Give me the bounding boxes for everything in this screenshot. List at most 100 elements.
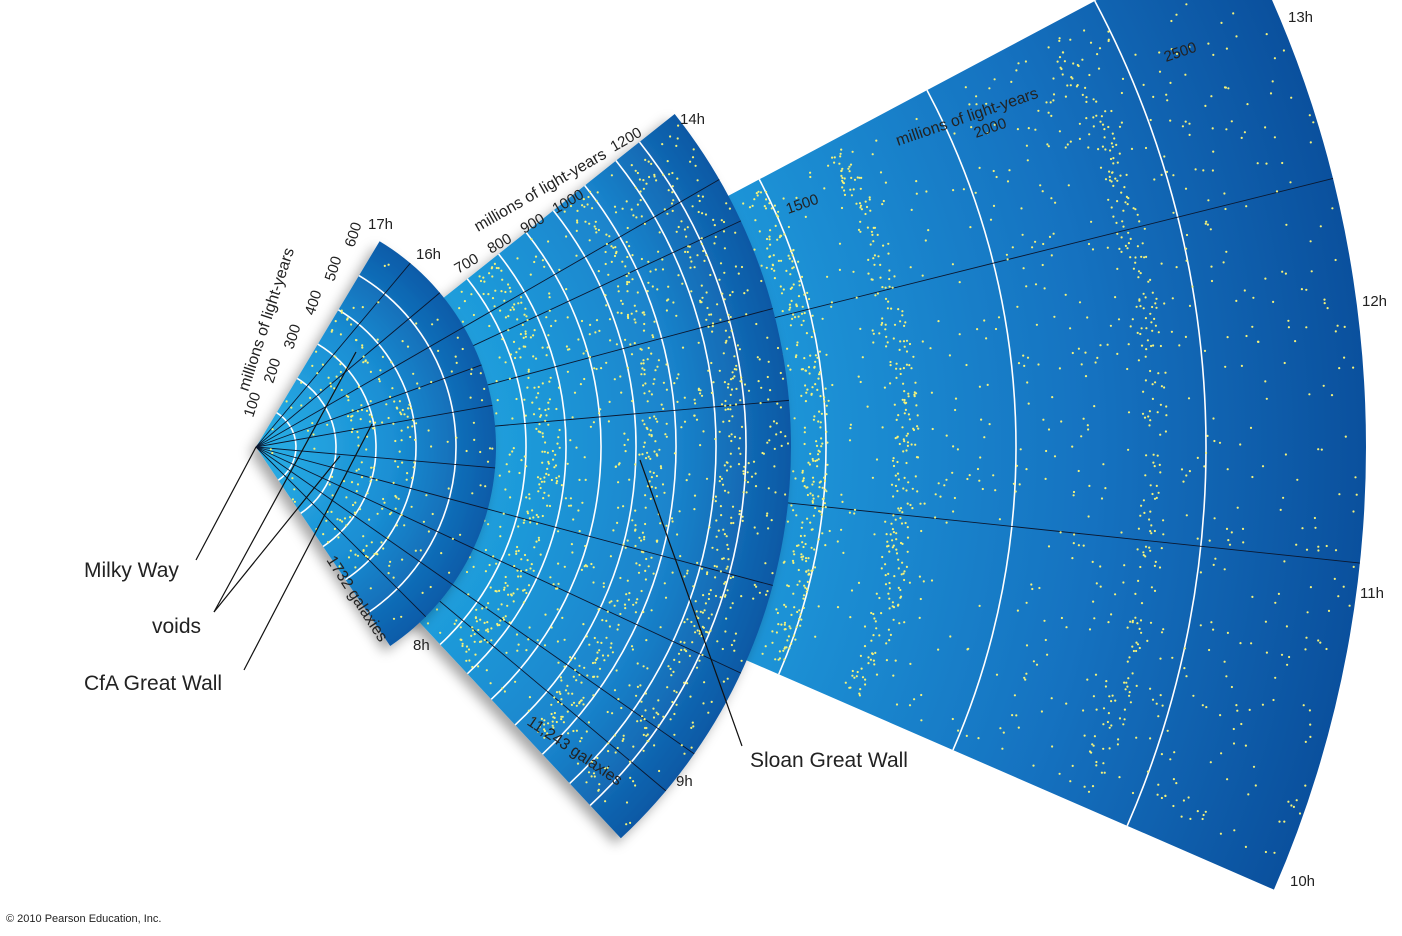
galaxy-point: [536, 639, 539, 642]
galaxy-point: [473, 633, 476, 636]
galaxy-point: [598, 667, 602, 670]
galaxy-point: [677, 373, 680, 376]
galaxy-point: [547, 240, 550, 243]
galaxy-point: [567, 732, 570, 735]
galaxy-point: [900, 573, 903, 576]
galaxy-point: [694, 164, 697, 167]
galaxy-point: [821, 497, 824, 501]
galaxy-point: [545, 472, 548, 475]
galaxy-point: [521, 323, 524, 326]
galaxy-point: [1162, 533, 1165, 536]
galaxy-point: [1155, 702, 1158, 705]
galaxy-point: [943, 484, 946, 487]
galaxy-point: [656, 365, 659, 368]
galaxy-point: [1209, 228, 1212, 231]
galaxy-point: [1235, 35, 1238, 38]
galaxy-point: [340, 388, 343, 392]
galaxy-point: [605, 361, 608, 364]
galaxy-point: [633, 304, 636, 307]
galaxy-point: [356, 554, 360, 557]
galaxy-point: [806, 517, 809, 520]
galaxy-point: [798, 580, 801, 583]
galaxy-point: [804, 557, 808, 560]
galaxy-point: [290, 406, 293, 409]
galaxy-point: [507, 593, 510, 596]
galaxy-point: [828, 529, 831, 533]
galaxy-point: [1319, 225, 1322, 228]
galaxy-point: [387, 572, 390, 575]
galaxy-point: [1135, 641, 1138, 644]
galaxy-point: [566, 462, 569, 465]
galaxy-point: [809, 521, 812, 524]
galaxy-point: [709, 589, 712, 592]
galaxy-point: [1019, 448, 1022, 451]
galaxy-point: [354, 566, 357, 569]
galaxy-point: [461, 347, 464, 351]
galaxy-point: [649, 270, 652, 273]
galaxy-point: [508, 377, 511, 380]
galaxy-point: [686, 618, 689, 621]
galaxy-point: [1093, 405, 1096, 408]
galaxy-point: [1092, 98, 1095, 101]
galaxy-point: [899, 507, 903, 510]
galaxy-point: [645, 182, 648, 185]
galaxy-point: [487, 293, 490, 296]
galaxy-point: [843, 189, 846, 192]
galaxy-point: [400, 429, 403, 432]
galaxy-point: [1050, 254, 1053, 257]
galaxy-point: [1286, 663, 1289, 666]
galaxy-point: [337, 536, 340, 539]
galaxy-point: [703, 609, 706, 612]
galaxy-point: [799, 534, 803, 538]
galaxy-point: [1086, 424, 1089, 427]
galaxy-point: [978, 479, 981, 482]
galaxy-point: [1114, 699, 1117, 702]
galaxy-point: [1210, 95, 1213, 98]
galaxy-point: [1188, 304, 1192, 307]
galaxy-point: [852, 270, 855, 273]
galaxy-point: [806, 291, 809, 294]
galaxy-point: [755, 322, 758, 326]
galaxy-point: [486, 628, 489, 631]
galaxy-point: [512, 308, 516, 311]
galaxy-point: [557, 475, 561, 478]
galaxy-point: [847, 167, 850, 170]
galaxy-point: [840, 528, 843, 531]
galaxy-point: [809, 171, 812, 174]
galaxy-point: [671, 185, 674, 188]
galaxy-point: [853, 508, 857, 511]
galaxy-point: [841, 186, 844, 189]
galaxy-point: [793, 606, 796, 609]
galaxy-point: [851, 669, 854, 673]
galaxy-point: [758, 591, 762, 594]
galaxy-point: [830, 305, 833, 308]
galaxy-point: [1265, 162, 1268, 165]
galaxy-point: [1240, 136, 1243, 139]
galaxy-point: [1050, 114, 1053, 117]
galaxy-point: [1142, 292, 1145, 295]
galaxy-point: [1304, 648, 1307, 651]
galaxy-point: [1127, 197, 1130, 200]
galaxy-point: [803, 534, 806, 537]
small-hour-line-2: [255, 292, 441, 448]
galaxy-point: [576, 219, 579, 222]
galaxy-point: [908, 418, 912, 421]
galaxy-point: [722, 420, 725, 423]
galaxy-point: [1165, 93, 1168, 96]
galaxy-point: [554, 453, 557, 456]
galaxy-point: [789, 273, 792, 276]
galaxy-point: [794, 355, 798, 359]
galaxy-point: [704, 602, 708, 605]
galaxy-point: [1045, 101, 1048, 104]
galaxy-point: [869, 658, 873, 661]
galaxy-point: [631, 648, 635, 651]
galaxy-point: [1150, 344, 1153, 348]
galaxy-point: [600, 641, 603, 645]
galaxy-point: [1137, 527, 1140, 530]
galaxy-point: [708, 313, 711, 316]
galaxy-point: [705, 254, 708, 257]
galaxy-point: [1095, 760, 1098, 764]
galaxy-point: [896, 489, 899, 493]
galaxy-point: [1192, 694, 1195, 697]
galaxy-point: [1155, 297, 1158, 300]
